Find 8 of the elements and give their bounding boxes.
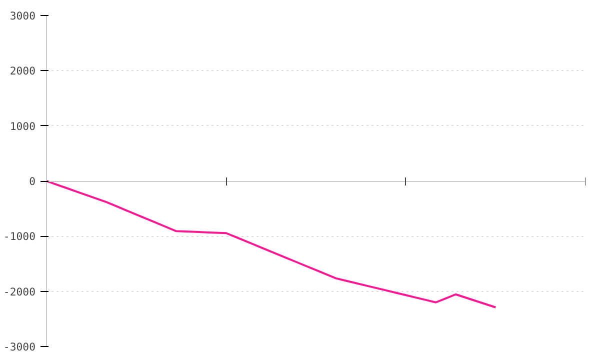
y-tick-label: 3000 (10, 10, 36, 22)
y-tick-label: 0 (29, 175, 36, 188)
line-series (46, 180, 497, 308)
y-tick-label: -1000 (3, 230, 36, 244)
y-tick-label: 2000 (10, 64, 36, 78)
y-tick-label: 1000 (10, 120, 36, 133)
y-tick-label: -2000 (3, 285, 36, 298)
y-tick-label: -3000 (3, 340, 36, 354)
